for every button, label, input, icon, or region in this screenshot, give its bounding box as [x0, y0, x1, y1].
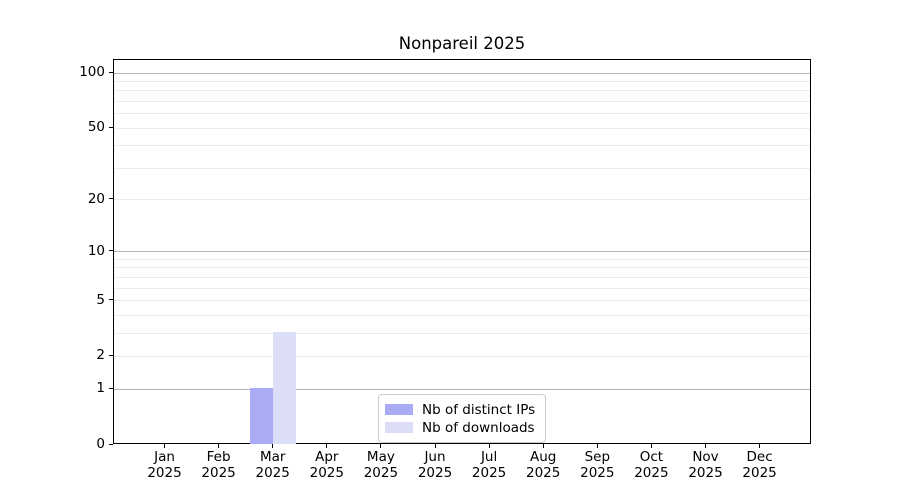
legend-label-downloads: Nb of downloads: [422, 419, 535, 436]
x-tick-label-line: Aug: [530, 449, 557, 465]
x-tick-label-line: 2025: [688, 464, 723, 481]
x-tick-label-line: 2025: [471, 464, 507, 481]
legend-swatch-downloads: [385, 422, 413, 433]
x-tick-label: Mar 2025: [238, 449, 308, 481]
x-tick-mark: [380, 444, 382, 448]
x-tick-label-line: 2025: [363, 464, 399, 481]
minor-gridline: [114, 167, 810, 169]
minor-gridline: [114, 259, 810, 260]
x-tick-label: Sep 2025: [562, 449, 632, 481]
x-tick-label-line: Apr: [315, 449, 339, 465]
y-tick-label: 0: [96, 436, 105, 452]
x-tick-label: Jun 2025: [400, 449, 470, 481]
minor-gridline: [114, 127, 810, 129]
x-tick-label: Apr 2025: [292, 449, 362, 481]
x-tick-label-line: 2025: [417, 464, 453, 481]
x-tick-mark: [542, 444, 544, 448]
minor-gridline: [114, 332, 810, 334]
x-tick-label-line: 2025: [742, 464, 777, 481]
x-tick-mark: [326, 444, 328, 448]
x-tick-mark: [650, 444, 652, 448]
major-gridline: [114, 251, 810, 253]
grid-layer: [114, 60, 810, 443]
y-tick-label: 2: [96, 347, 105, 364]
x-tick-label-line: 2025: [526, 464, 561, 481]
x-tick-mark: [488, 444, 490, 448]
x-tick-label: May 2025: [346, 449, 416, 481]
legend: Nb of distinct IPs Nb of downloads: [378, 394, 546, 443]
minor-gridline: [114, 276, 810, 278]
minor-gridline: [114, 90, 810, 92]
bar-layer: [114, 60, 810, 444]
x-tick-mark: [596, 444, 598, 448]
x-tick-label-line: 2025: [147, 464, 182, 481]
x-tick-label-line: Jun: [424, 449, 446, 465]
minor-gridline: [114, 113, 810, 115]
minor-gridline: [114, 355, 810, 357]
x-tick-label-line: 2025: [255, 464, 290, 481]
x-tick-label: Oct 2025: [616, 449, 686, 481]
x-tick-label-line: Mar: [259, 449, 286, 465]
x-tick-label-line: Jan: [154, 449, 175, 465]
x-tick-label: Feb 2025: [184, 449, 254, 481]
minor-gridline: [114, 300, 810, 302]
bar-nb-of-downloads: [272, 332, 296, 444]
x-tick-label-line: Jul: [480, 449, 498, 465]
x-tick-label-line: Nov: [692, 449, 719, 465]
minor-gridline: [114, 81, 810, 83]
y-tick-label: 1: [96, 380, 105, 397]
legend-item-distinct-ips: Nb of distinct IPs: [385, 401, 537, 418]
y-tick-label: 10: [87, 242, 105, 259]
minor-gridline: [114, 199, 810, 201]
minor-gridline: [114, 145, 810, 147]
y-tick-label: 100: [79, 64, 105, 81]
major-gridline: [114, 388, 810, 390]
x-tick-label-line: 2025: [309, 464, 344, 481]
x-tick-mark: [164, 444, 165, 448]
x-tick-label: Jan 2025: [130, 449, 200, 481]
x-tick-label-line: Sep: [584, 449, 611, 465]
x-tick-label-line: 2025: [634, 464, 669, 481]
y-tick-label: 5: [96, 291, 105, 308]
minor-gridline: [114, 287, 810, 289]
major-gridline: [114, 72, 810, 74]
legend-label-distinct-ips: Nb of distinct IPs: [422, 401, 536, 418]
legend-item-downloads: Nb of downloads: [385, 419, 537, 436]
x-tick-label-line: 2025: [201, 464, 236, 481]
x-tick-label: Dec 2025: [725, 449, 795, 481]
y-tick-label: 50: [87, 119, 105, 136]
minor-gridline: [114, 267, 810, 269]
x-tick-label-line: May: [366, 449, 395, 465]
minor-gridline: [114, 314, 810, 316]
plot-area: Nb of distinct IPs Nb of downloads: [113, 59, 811, 444]
x-tick-mark: [218, 444, 220, 448]
x-tick-mark: [272, 444, 274, 448]
legend-swatch-distinct-ips: [385, 404, 413, 415]
x-tick-label-line: Dec: [746, 449, 773, 465]
x-tick-label-line: Oct: [639, 449, 664, 465]
x-tick-label: Nov 2025: [671, 449, 741, 481]
x-tick-label-line: 2025: [580, 464, 615, 481]
x-tick-label: Jul 2025: [454, 449, 524, 481]
x-tick-label-line: Feb: [206, 449, 231, 465]
minor-gridline: [114, 101, 810, 103]
x-tick-mark: [434, 444, 436, 448]
x-tick-mark: [705, 444, 706, 448]
x-tick-mark: [759, 444, 761, 448]
x-tick-label: Aug 2025: [508, 449, 578, 481]
y-tick-label: 20: [87, 190, 105, 207]
chart-title: Nonpareil 2025: [398, 34, 526, 53]
bar-nb-of-distinct-ips: [249, 388, 273, 444]
